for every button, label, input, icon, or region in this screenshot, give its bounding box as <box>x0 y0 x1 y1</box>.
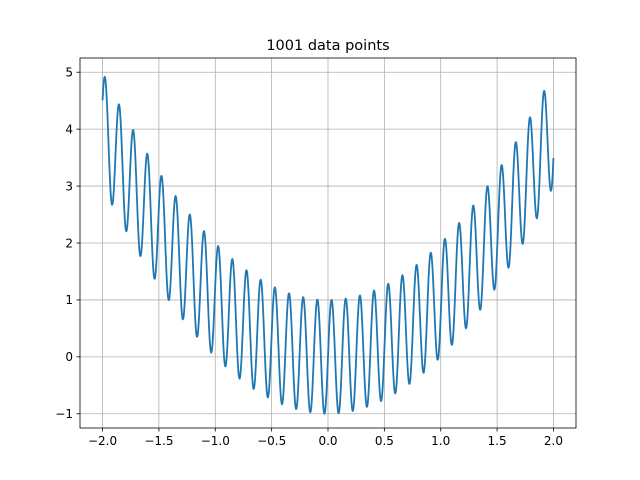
x-tick-label: 2.0 <box>544 434 563 448</box>
x-tick-label: −1.0 <box>201 434 230 448</box>
x-tick-label: 0.0 <box>318 434 337 448</box>
y-tick-label: 4 <box>65 122 73 136</box>
series-line <box>101 75 555 415</box>
x-tick-label: 1.0 <box>431 434 450 448</box>
x-tick-label: −0.5 <box>257 434 286 448</box>
x-tick-label: 0.5 <box>375 434 394 448</box>
x-tick-label: −2.0 <box>88 434 117 448</box>
x-tick-label: −1.5 <box>144 434 173 448</box>
y-tick-label: 3 <box>65 179 73 193</box>
y-tick-label: −1 <box>55 407 73 421</box>
y-axis: −1 0 1 2 3 4 5 <box>55 66 80 421</box>
y-tick-label: 5 <box>65 66 73 80</box>
y-tick-label: 2 <box>65 236 73 250</box>
x-tick-label: 1.5 <box>488 434 507 448</box>
series-layer <box>101 75 555 415</box>
chart-title: 1001 data points <box>266 38 389 54</box>
x-axis: −2.0 −1.5 −1.0 −0.5 0.0 0.5 1.0 1.5 2.0 <box>88 428 563 448</box>
y-tick-label: 1 <box>65 293 73 307</box>
y-tick-label: 0 <box>65 350 73 364</box>
